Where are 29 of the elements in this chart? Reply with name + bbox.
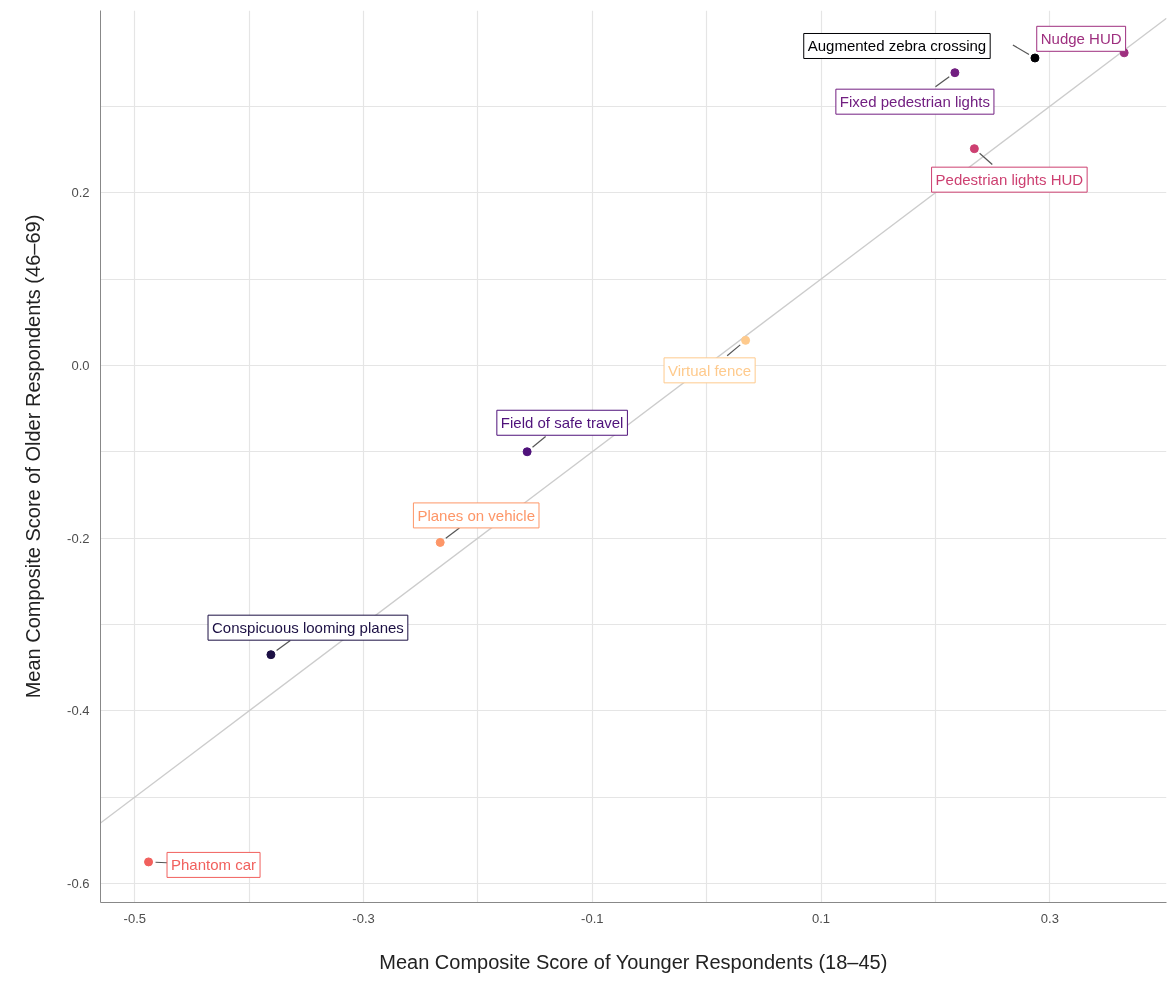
- x-tick-label: -0.3: [352, 910, 375, 926]
- point: [522, 447, 532, 457]
- point: [144, 857, 154, 867]
- y-tick-label: -0.4: [67, 703, 90, 719]
- series-label: Virtual fence: [668, 361, 752, 379]
- text: Pedestrian lights HUD: [935, 171, 1084, 189]
- x-axis-title: Mean Composite Score of Younger Respondents (18–45): [379, 950, 888, 973]
- series-label: Planes on vehicle: [417, 506, 535, 524]
- x-tick-label: 0.3: [1040, 910, 1059, 926]
- x-tick-label: -0.5: [123, 910, 147, 926]
- point: [435, 537, 445, 547]
- point: [950, 68, 960, 78]
- text: Augmented zebra crossing: [807, 37, 987, 55]
- x-tick-label: -0.1: [581, 910, 604, 926]
- y-tick-label: 0.2: [71, 185, 90, 201]
- series-label: Nudge HUD: [1040, 30, 1122, 48]
- y-tick-label: 0.0: [71, 357, 90, 373]
- point: [1030, 53, 1040, 63]
- text: Conspicuous looming planes: [212, 619, 404, 637]
- y-tick-label: -0.6: [67, 876, 90, 891]
- y-tick-label: -0.2: [67, 530, 90, 546]
- y-axis-title: Mean Composite Score of Older Respondents (46–69): [22, 214, 45, 699]
- series-label: Phantom car: [171, 856, 257, 874]
- x-tick-label: 0.1: [812, 910, 831, 926]
- point: [969, 144, 979, 154]
- text: Fixed pedestrian lights: [839, 93, 990, 111]
- point: [741, 335, 751, 345]
- series-label: Field of safe travel: [500, 414, 624, 432]
- point: [266, 650, 276, 660]
